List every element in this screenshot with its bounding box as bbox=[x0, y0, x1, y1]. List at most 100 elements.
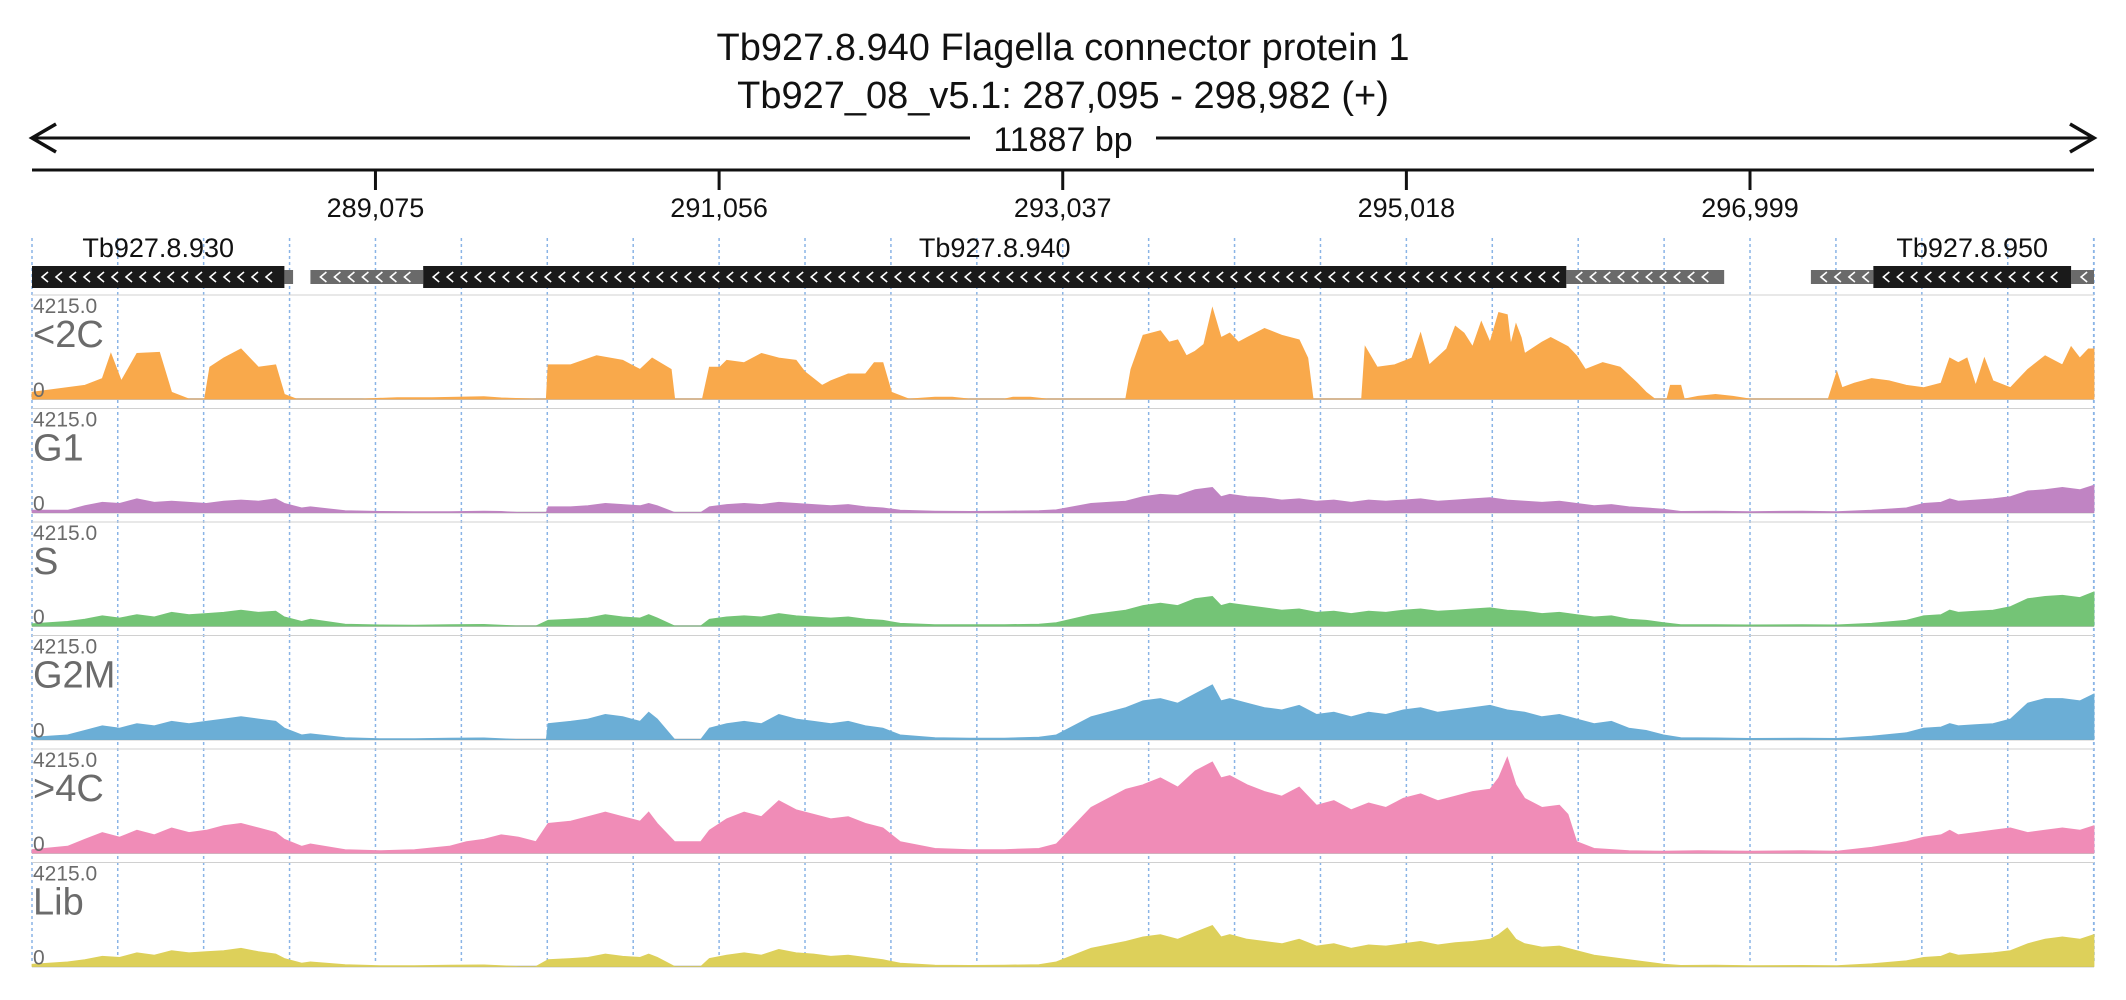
strand-chevron-icon bbox=[1257, 271, 1266, 283]
strand-chevron-icon bbox=[1495, 271, 1504, 283]
gene-label: Tb927.8.950 bbox=[1896, 233, 2048, 263]
y-max-label: 4215.0 bbox=[33, 749, 97, 772]
strand-chevron-icon bbox=[2008, 271, 2016, 283]
coverage-area-2 bbox=[31, 591, 2095, 627]
strand-chevron-icon bbox=[1299, 271, 1308, 283]
strand-chevron-icon bbox=[1243, 271, 1252, 283]
strand-chevron-icon bbox=[697, 271, 706, 283]
strand-chevron-icon bbox=[557, 271, 566, 283]
strand-chevron-icon bbox=[893, 271, 902, 283]
coverage-area-1 bbox=[31, 484, 2095, 513]
strand-chevron-icon bbox=[739, 271, 748, 283]
x-tick-label: 295,018 bbox=[1358, 193, 1456, 223]
strand-chevron-icon bbox=[851, 271, 860, 283]
strand-chevron-icon bbox=[2079, 271, 2088, 283]
y-min-label: 0 bbox=[33, 833, 45, 856]
strand-chevron-icon bbox=[767, 271, 776, 283]
strand-chevron-icon bbox=[110, 271, 119, 283]
strand-chevron-icon bbox=[1369, 271, 1378, 283]
strand-chevron-icon bbox=[753, 271, 762, 283]
strand-chevron-icon bbox=[1551, 271, 1560, 283]
track-0: 4215.0 0 <2C bbox=[31, 294, 2095, 402]
y-max-label: 4215.0 bbox=[33, 863, 97, 886]
strand-chevron-icon bbox=[236, 271, 245, 283]
x-tick-label: 296,999 bbox=[1701, 193, 1799, 223]
strand-chevron-icon bbox=[1397, 271, 1406, 283]
strand-chevron-icon bbox=[487, 271, 496, 283]
strand-chevron-icon bbox=[1687, 271, 1695, 283]
span-ruler: 11887 bp bbox=[28, 121, 2098, 159]
coverage-area-4 bbox=[31, 756, 2095, 854]
strand-chevron-icon bbox=[1467, 271, 1476, 283]
y-min-label: 0 bbox=[33, 606, 45, 629]
gene-utr bbox=[2071, 270, 2094, 284]
strand-chevron-icon bbox=[683, 271, 692, 283]
strand-chevron-icon bbox=[1509, 271, 1518, 283]
strand-chevron-icon bbox=[333, 271, 341, 283]
strand-chevron-icon bbox=[54, 271, 63, 283]
strand-chevron-icon bbox=[1187, 271, 1196, 283]
gene-cds bbox=[32, 266, 285, 288]
strand-chevron-icon bbox=[1980, 271, 1988, 283]
x-tick-label: 293,037 bbox=[1014, 193, 1112, 223]
gene-track: Tb927.8.930 Tb927.8.940 Tb927.8.950 bbox=[32, 233, 2094, 288]
x-tick-label: 291,056 bbox=[670, 193, 768, 223]
strand-chevron-icon bbox=[82, 271, 91, 283]
y-min-label: 0 bbox=[33, 947, 45, 970]
strand-chevron-icon bbox=[1383, 271, 1392, 283]
strand-chevron-icon bbox=[879, 271, 888, 283]
strand-chevron-icon bbox=[389, 271, 397, 283]
strand-chevron-icon bbox=[1215, 271, 1224, 283]
strand-chevron-icon bbox=[963, 271, 972, 283]
strand-chevron-icon bbox=[1131, 271, 1140, 283]
strand-chevron-icon bbox=[1603, 271, 1611, 283]
strand-chevron-icon bbox=[1910, 271, 1918, 283]
x-axis-ticks: 289,075 291,056 293,037 295,018 296,999 bbox=[327, 170, 1799, 223]
track-label: G2M bbox=[33, 655, 115, 697]
strand-chevron-icon bbox=[781, 271, 790, 283]
strand-chevron-icon bbox=[319, 271, 327, 283]
strand-chevron-icon bbox=[40, 271, 49, 283]
chart-subtitle: Tb927_08_v5.1: 287,095 - 298,982 (+) bbox=[737, 75, 1389, 117]
chart-title: Tb927.8.940 Flagella connector protein 1 bbox=[717, 27, 1410, 69]
y-max-label: 4215.0 bbox=[33, 295, 97, 318]
strand-chevron-icon bbox=[1453, 271, 1462, 283]
gene-cds bbox=[423, 266, 1567, 288]
strand-chevron-icon bbox=[250, 271, 259, 283]
strand-chevron-icon bbox=[1896, 271, 1904, 283]
gene-utr bbox=[284, 270, 294, 284]
strand-chevron-icon bbox=[1047, 271, 1056, 283]
strand-chevron-icon bbox=[208, 271, 217, 283]
track-1: 4215.0 0 G1 bbox=[31, 408, 2095, 516]
strand-chevron-icon bbox=[1439, 271, 1448, 283]
strand-chevron-icon bbox=[543, 271, 552, 283]
strand-chevron-icon bbox=[809, 271, 818, 283]
strand-chevron-icon bbox=[1833, 271, 1842, 283]
strand-chevron-icon bbox=[1075, 271, 1084, 283]
strand-chevron-icon bbox=[515, 271, 524, 283]
strand-chevron-icon bbox=[1019, 271, 1028, 283]
strand-chevron-icon bbox=[949, 271, 958, 283]
strand-chevron-icon bbox=[991, 271, 1000, 283]
strand-chevron-icon bbox=[627, 271, 636, 283]
strand-chevron-icon bbox=[2022, 271, 2030, 283]
strand-chevron-icon bbox=[1882, 271, 1890, 283]
strand-chevron-icon bbox=[1575, 271, 1583, 283]
strand-chevron-icon bbox=[1145, 271, 1154, 283]
strand-chevron-icon bbox=[1645, 271, 1653, 283]
y-min-label: 0 bbox=[33, 379, 45, 402]
strand-chevron-icon bbox=[1159, 271, 1168, 283]
strand-chevron-icon bbox=[613, 271, 622, 283]
y-min-label: 0 bbox=[33, 493, 45, 516]
strand-chevron-icon bbox=[138, 271, 147, 283]
strand-chevron-icon bbox=[1355, 271, 1364, 283]
strand-chevron-icon bbox=[445, 271, 454, 283]
track-4: 4215.0 0 >4C bbox=[31, 748, 2095, 856]
strand-chevron-icon bbox=[837, 271, 846, 283]
strand-chevron-icon bbox=[264, 271, 273, 283]
strand-chevron-icon bbox=[1523, 271, 1532, 283]
strand-chevron-icon bbox=[2050, 271, 2058, 283]
strand-chevron-icon bbox=[1089, 271, 1098, 283]
strand-chevron-icon bbox=[585, 271, 594, 283]
strand-chevron-icon bbox=[1966, 271, 1974, 283]
